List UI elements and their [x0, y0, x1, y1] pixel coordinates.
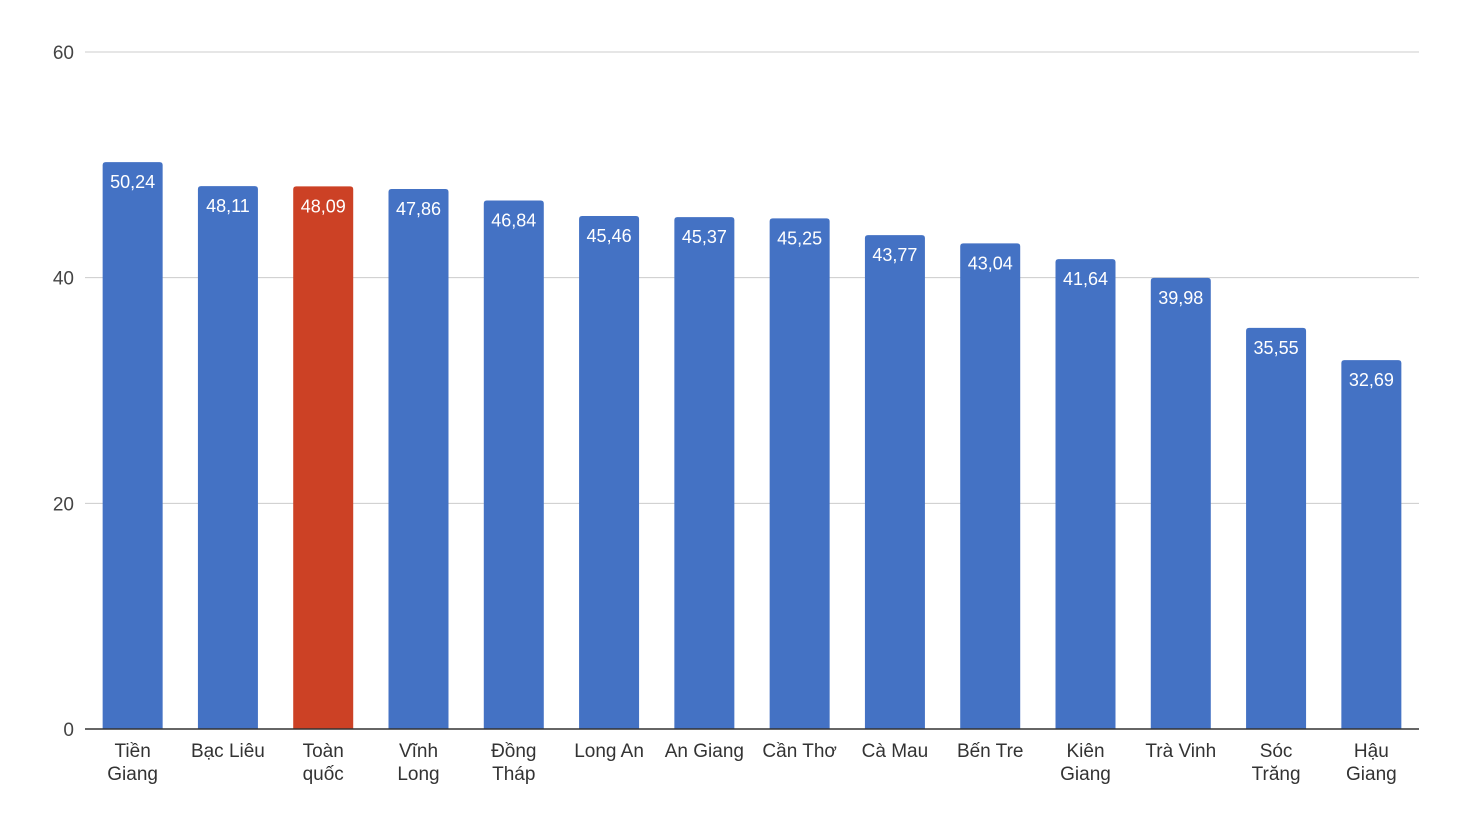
- x-category-label-line: Giang: [107, 764, 158, 785]
- bar: [1150, 277, 1211, 729]
- x-category-label-line: Giang: [1060, 764, 1111, 785]
- bar: [579, 216, 640, 729]
- x-category-label-line: Hậu: [1354, 741, 1389, 762]
- bar-value-label: 48,09: [301, 196, 346, 216]
- x-category-label: Bạc Liêu: [191, 741, 265, 762]
- bar-value-label: 43,04: [968, 253, 1013, 273]
- x-category-label: An Giang: [665, 741, 744, 762]
- bar-value-label: 39,98: [1158, 288, 1203, 308]
- bar-value-label: 35,55: [1254, 338, 1299, 358]
- bar-value-label: 41,64: [1063, 269, 1108, 289]
- bar: [388, 188, 449, 729]
- x-category-label: Vĩnh Long: [397, 741, 439, 785]
- x-category-label-line: Sóc: [1260, 741, 1293, 762]
- x-category-label-line: Trà Vinh: [1145, 741, 1216, 762]
- y-tick-label: 40: [53, 269, 74, 290]
- x-category-label: Cần Thơ: [762, 741, 836, 762]
- bar: [769, 218, 830, 729]
- bar: [483, 200, 544, 730]
- bar: [864, 235, 925, 730]
- y-axis-tick-labels: 0 20 40 60: [53, 43, 74, 741]
- x-category-label: Kiên Giang: [1060, 741, 1111, 785]
- x-category-label: Đồng Tháp: [491, 741, 536, 785]
- x-category-label: Toàn quốc: [303, 741, 344, 785]
- x-category-label-line: Cà Mau: [862, 741, 929, 762]
- bar: [960, 243, 1021, 729]
- x-category-label-line: Cần Thơ: [762, 741, 836, 762]
- bar: [674, 217, 735, 729]
- x-category-label-line: Tiền: [115, 741, 151, 762]
- x-category-label: Trà Vinh: [1145, 741, 1216, 762]
- x-category-label-line: Trăng: [1252, 764, 1301, 785]
- x-category-label: Long An: [574, 741, 644, 762]
- y-tick-label: 60: [53, 43, 74, 64]
- bar: [1246, 327, 1307, 729]
- x-category-label-line: Đồng: [491, 741, 536, 762]
- bar-value-label: 46,84: [491, 210, 536, 230]
- bar: [197, 186, 258, 730]
- bar-value-label: 45,46: [587, 226, 632, 246]
- x-category-label-line: Giang: [1346, 764, 1397, 785]
- bar-value-label: 47,86: [396, 199, 441, 219]
- bar-value-label: 43,77: [872, 245, 917, 265]
- x-category-label-line: Tháp: [492, 764, 535, 785]
- gridlines: [85, 51, 1419, 504]
- bar-value-label: 48,11: [206, 196, 250, 216]
- x-category-label-line: Long An: [574, 741, 644, 762]
- x-category-label-line: Kiên: [1066, 741, 1104, 762]
- y-tick-label: 20: [53, 494, 74, 515]
- x-category-label: Cà Mau: [862, 741, 929, 762]
- bar-value-labels: 50,24 48,11 48,09 47,86 46,84 45,46 45,37 45,25…: [110, 172, 1394, 390]
- x-category-label-line: Bạc Liêu: [191, 741, 265, 762]
- x-category-label-line: Long: [397, 764, 439, 785]
- bar: [1341, 360, 1402, 729]
- x-category-label: Tiền Giang: [107, 741, 158, 785]
- x-category-label-line: An Giang: [665, 741, 744, 762]
- bar: [293, 186, 354, 729]
- bar-value-label: 32,69: [1349, 370, 1394, 390]
- bar-value-label: 50,24: [110, 172, 155, 192]
- x-category-label-line: Toàn: [303, 741, 344, 762]
- x-category-label-line: Bến Tre: [957, 741, 1024, 762]
- x-category-label: Hậu Giang: [1346, 741, 1397, 785]
- bar-value-label: 45,25: [777, 228, 822, 248]
- x-category-label: Bến Tre: [957, 741, 1024, 762]
- x-category-label-line: Vĩnh: [399, 741, 438, 762]
- bar: [102, 162, 163, 729]
- bar-value-label: 45,37: [682, 227, 727, 247]
- x-category-label: Sóc Trăng: [1252, 741, 1301, 785]
- bars: [102, 162, 1402, 730]
- y-tick-label: 0: [63, 720, 74, 741]
- bar: [1055, 259, 1116, 729]
- x-category-label-line: quốc: [303, 764, 344, 785]
